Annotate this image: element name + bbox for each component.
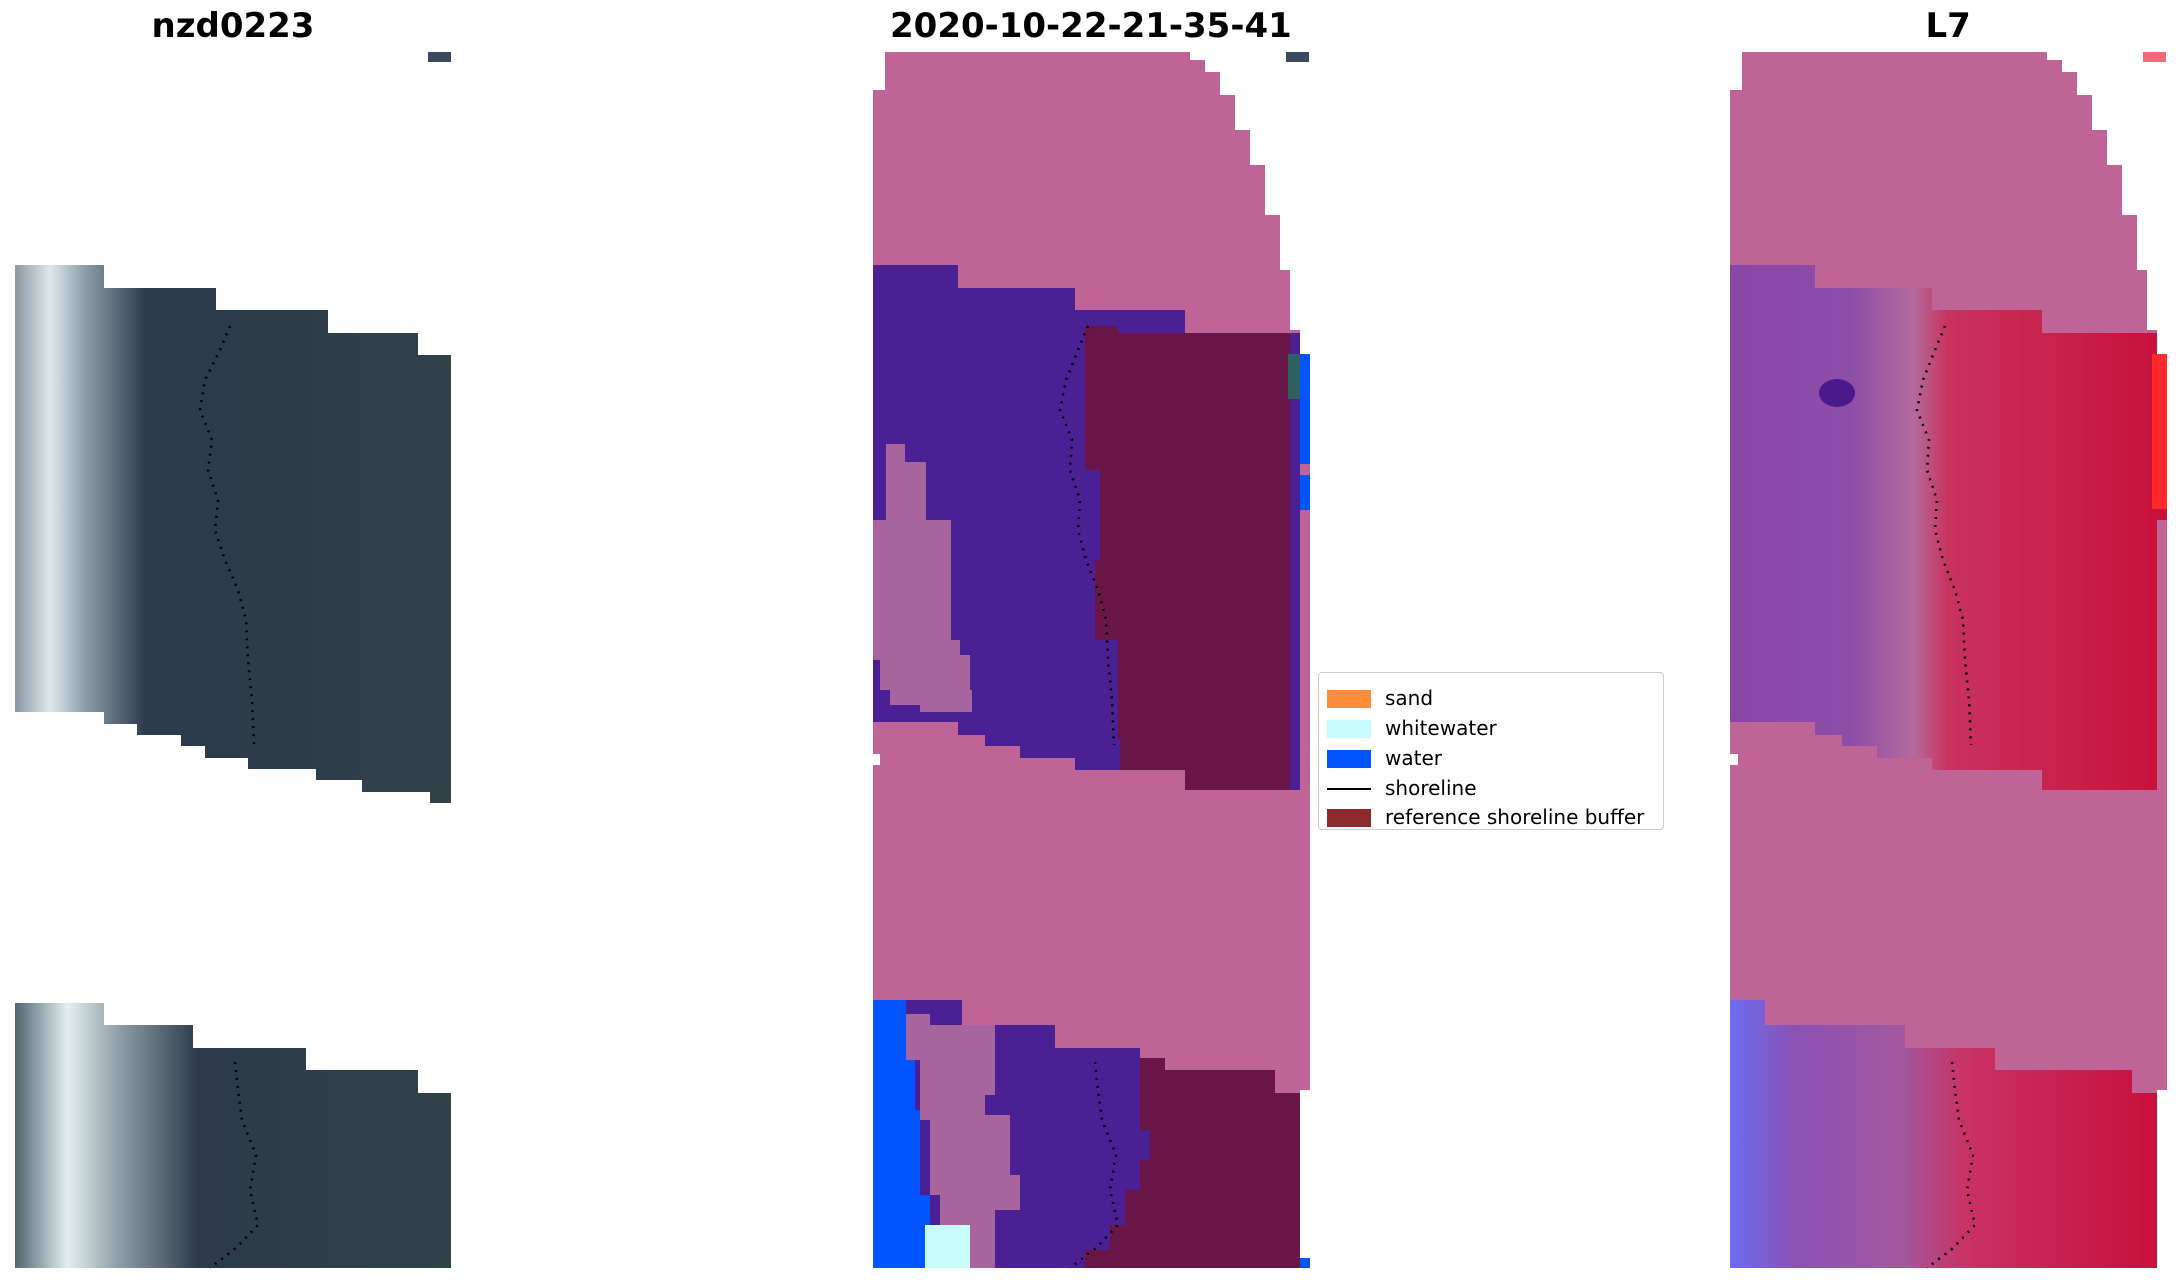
index-bright-strip [2152,354,2167,509]
index-image-bottom [1730,1000,2157,1268]
legend-label-sand: sand [1385,686,1434,710]
legend-swatch-whitewater [1327,720,1371,738]
classified-maroon-top [1085,326,1290,790]
classified-image-panel [873,52,1310,1269]
classified-corner-marker [1286,52,1309,62]
classified-water-strip-top-2 [1300,475,1310,510]
index-image-panel [1730,52,2167,1269]
center-panel-title: 2020-10-22-21-35-41 [890,6,1292,46]
classified-mauve-top [873,444,972,712]
index-right-notch [2047,52,2157,330]
classified-maroon-bottom [1085,1058,1300,1268]
shoreline-center-bottom [1069,1061,1120,1269]
legend-label-reference-buffer: reference shoreline buffer [1385,805,1645,829]
classified-water-strip-bottom [1300,1258,1310,1268]
index-corner-marker [2143,52,2166,62]
legend: sand whitewater water shoreline referenc… [1318,672,1664,830]
shoreline-right-bottom [1926,1061,1977,1269]
rgb-image-bottom [15,1003,451,1268]
index-dark-spot [1819,379,1855,407]
legend-swatch-sand [1327,690,1371,708]
legend-label-shoreline: shoreline [1385,776,1477,800]
classified-mauve-bottom [906,1014,1020,1268]
legend-label-water: water [1385,746,1442,770]
rgb-image-corner-marker [428,52,451,62]
legend-line-shoreline [1327,788,1371,790]
classified-water-strip-top [1300,354,1310,464]
shoreline-left-top [198,325,256,746]
index-image-top [1730,265,2167,790]
classified-right-notch [1190,52,1300,330]
classified-water-dark-top [1288,354,1300,399]
legend-swatch-water [1327,750,1371,768]
right-panel-title: L7 [1925,6,1971,46]
classified-whitewater-bottom [925,1225,970,1268]
legend-label-whitewater: whitewater [1385,716,1497,740]
rgb-image-panel [15,52,451,1269]
classified-water-bottom [873,1000,940,1268]
left-panel-title: nzd0223 [151,6,315,46]
legend-swatch-reference-buffer [1327,809,1371,827]
rgb-image-top [15,265,451,803]
shoreline-left-bottom [209,1061,260,1269]
